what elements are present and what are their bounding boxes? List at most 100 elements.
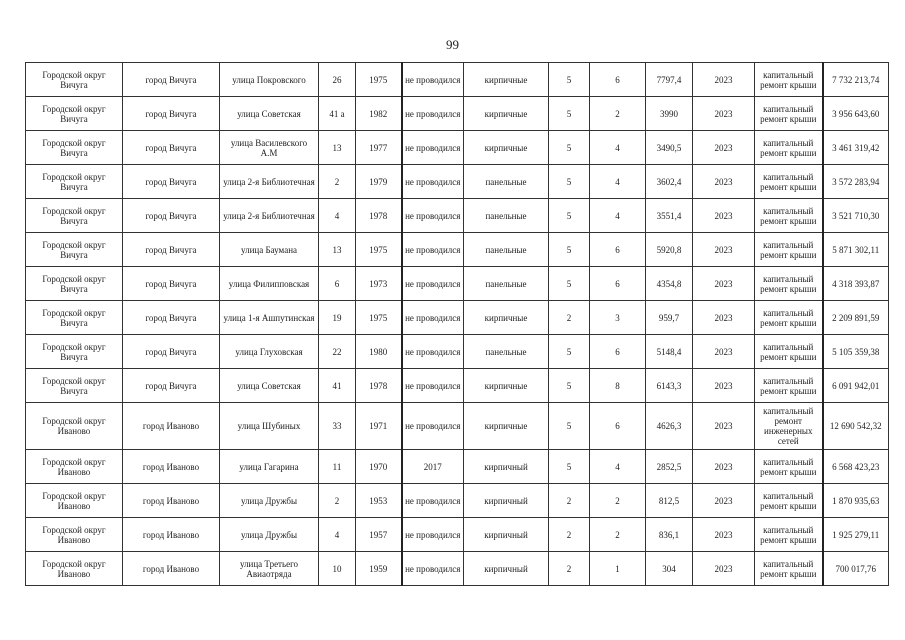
table-row: Городской округ Иваново город Иваново улиц… bbox=[25, 402, 889, 450]
cell-floors: 5 bbox=[548, 164, 590, 199]
cell-street: улица Глуховская bbox=[219, 334, 319, 369]
cell-year-built: 1975 bbox=[355, 62, 402, 97]
cell-cost: 6 091 942,01 bbox=[821, 368, 889, 403]
cell-municipality: Городской округ Иваново bbox=[25, 483, 123, 518]
cell-cost: 3 956 643,60 bbox=[821, 96, 889, 131]
cell-house-number: 2 bbox=[318, 164, 356, 199]
cell-area: 3602,4 bbox=[645, 164, 693, 199]
cell-street: улица Третьего Авиаотряда bbox=[219, 551, 319, 586]
cell-street: улица Баумана bbox=[219, 232, 319, 267]
cell-wall-material: кирпичный bbox=[463, 551, 549, 586]
cell-area: 959,7 bbox=[645, 300, 693, 335]
cell-settlement: город Иваново bbox=[122, 483, 220, 518]
cell-street: улица 2-я Библиотечная bbox=[219, 164, 319, 199]
table-row: Городской округ Иваново город Иваново улиц… bbox=[25, 517, 889, 552]
cell-area: 304 bbox=[645, 551, 693, 586]
cell-house-number: 26 bbox=[318, 62, 356, 97]
cell-area: 3551,4 bbox=[645, 198, 693, 233]
cell-entrances: 2 bbox=[589, 96, 646, 131]
cell-cost: 1 870 935,63 bbox=[821, 483, 889, 518]
cell-floors: 2 bbox=[548, 483, 590, 518]
cell-plan-year: 2023 bbox=[692, 62, 755, 97]
cell-area: 2852,5 bbox=[645, 449, 693, 484]
cell-plan-year: 2023 bbox=[692, 368, 755, 403]
cell-year-built: 1959 bbox=[355, 551, 402, 586]
cell-work-type: капитальный ремонт крыши bbox=[754, 198, 823, 233]
cell-last-repair-year: не проводился bbox=[400, 300, 464, 335]
cell-last-repair-year: не проводился bbox=[400, 198, 464, 233]
cell-plan-year: 2023 bbox=[692, 198, 755, 233]
cell-municipality: Городской округ Вичуга bbox=[25, 300, 123, 335]
cell-settlement: город Вичуга bbox=[122, 96, 220, 131]
cell-cost: 5 105 359,38 bbox=[821, 334, 889, 369]
cell-floors: 5 bbox=[548, 449, 590, 484]
cell-area: 812,5 bbox=[645, 483, 693, 518]
cell-floors: 2 bbox=[548, 551, 590, 586]
cell-year-built: 1973 bbox=[355, 266, 402, 301]
cell-work-type: капитальный ремонт крыши bbox=[754, 517, 823, 552]
cell-cost: 3 572 283,94 bbox=[821, 164, 889, 199]
cell-work-type: капитальный ремонт крыши bbox=[754, 62, 823, 97]
cell-work-type: капитальный ремонт крыши bbox=[754, 266, 823, 301]
cell-floors: 5 bbox=[548, 266, 590, 301]
cell-floors: 5 bbox=[548, 402, 590, 450]
cell-area: 5920,8 bbox=[645, 232, 693, 267]
cell-floors: 5 bbox=[548, 62, 590, 97]
cell-cost: 5 871 302,11 bbox=[821, 232, 889, 267]
cell-work-type: капитальный ремонт крыши bbox=[754, 483, 823, 518]
cell-wall-material: панельные bbox=[463, 334, 549, 369]
cell-entrances: 2 bbox=[589, 517, 646, 552]
cell-entrances: 4 bbox=[589, 130, 646, 165]
cell-street: улица Покровского bbox=[219, 62, 319, 97]
cell-cost: 6 568 423,23 bbox=[821, 449, 889, 484]
cell-street: улица Советская bbox=[219, 368, 319, 403]
cell-last-repair-year: не проводился bbox=[400, 483, 464, 518]
cell-floors: 5 bbox=[548, 368, 590, 403]
cell-year-built: 1982 bbox=[355, 96, 402, 131]
cell-year-built: 1953 bbox=[355, 483, 402, 518]
cell-work-type: капитальный ремонт инженерных сетей bbox=[754, 402, 823, 450]
cell-municipality: Городской округ Вичуга bbox=[25, 232, 123, 267]
cell-area: 7797,4 bbox=[645, 62, 693, 97]
cell-wall-material: кирпичный bbox=[463, 449, 549, 484]
cell-wall-material: кирпичные bbox=[463, 62, 549, 97]
cell-house-number: 11 bbox=[318, 449, 356, 484]
cell-municipality: Городской округ Вичуга bbox=[25, 62, 123, 97]
cell-floors: 5 bbox=[548, 130, 590, 165]
cell-year-built: 1979 bbox=[355, 164, 402, 199]
cell-cost: 12 690 542,32 bbox=[821, 402, 889, 450]
cell-street: улица Дружбы bbox=[219, 483, 319, 518]
cell-cost: 4 318 393,87 bbox=[821, 266, 889, 301]
cell-settlement: город Вичуга bbox=[122, 164, 220, 199]
cell-work-type: капитальный ремонт крыши bbox=[754, 300, 823, 335]
cell-house-number: 4 bbox=[318, 198, 356, 233]
cell-work-type: капитальный ремонт крыши bbox=[754, 449, 823, 484]
cell-municipality: Городской округ Иваново bbox=[25, 551, 123, 586]
cell-floors: 5 bbox=[548, 96, 590, 131]
table-row: Городской округ Вичуга город Вичуга улица … bbox=[25, 368, 889, 403]
cell-work-type: капитальный ремонт крыши bbox=[754, 368, 823, 403]
cell-floors: 5 bbox=[548, 334, 590, 369]
cell-municipality: Городской округ Иваново bbox=[25, 517, 123, 552]
cell-house-number: 41 bbox=[318, 368, 356, 403]
cell-area: 6143,3 bbox=[645, 368, 693, 403]
cell-municipality: Городской округ Иваново bbox=[25, 449, 123, 484]
cell-house-number: 2 bbox=[318, 483, 356, 518]
cell-cost: 700 017,76 bbox=[821, 551, 889, 586]
table-row: Городской округ Иваново город Иваново улиц… bbox=[25, 551, 889, 586]
cell-municipality: Городской округ Вичуга bbox=[25, 334, 123, 369]
cell-house-number: 33 bbox=[318, 402, 356, 450]
cell-last-repair-year: не проводился bbox=[400, 266, 464, 301]
page-number: 99 bbox=[446, 37, 459, 52]
cell-municipality: Городской округ Вичуга bbox=[25, 198, 123, 233]
cell-last-repair-year: не проводился bbox=[400, 62, 464, 97]
cell-settlement: город Вичуга bbox=[122, 368, 220, 403]
cell-last-repair-year: не проводился bbox=[400, 96, 464, 131]
cell-year-built: 1975 bbox=[355, 232, 402, 267]
cell-plan-year: 2023 bbox=[692, 300, 755, 335]
cell-work-type: капитальный ремонт крыши bbox=[754, 130, 823, 165]
cell-plan-year: 2023 bbox=[692, 517, 755, 552]
cell-plan-year: 2023 bbox=[692, 449, 755, 484]
cell-settlement: город Иваново bbox=[122, 551, 220, 586]
cell-cost: 2 209 891,59 bbox=[821, 300, 889, 335]
